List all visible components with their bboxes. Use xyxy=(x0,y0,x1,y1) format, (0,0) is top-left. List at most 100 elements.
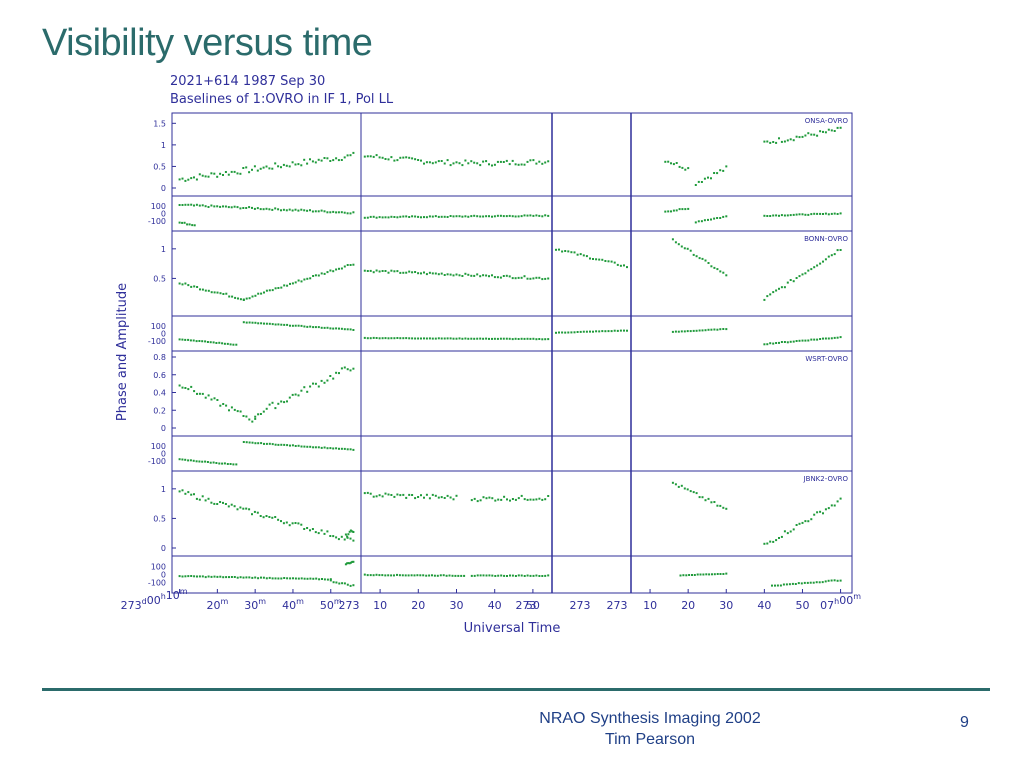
data-point xyxy=(786,341,789,344)
data-point xyxy=(254,321,257,324)
data-point xyxy=(245,321,248,324)
data-point xyxy=(329,578,332,581)
data-point xyxy=(722,328,725,330)
data-point xyxy=(390,269,393,272)
data-point xyxy=(789,138,792,141)
data-point xyxy=(259,167,262,170)
data-point xyxy=(682,574,685,577)
data-point xyxy=(340,211,343,214)
data-point xyxy=(619,329,622,332)
data-point xyxy=(235,463,238,466)
data-point xyxy=(839,579,842,582)
amplitude-tick-label: 0.6 xyxy=(153,371,166,380)
data-point xyxy=(219,501,222,503)
data-point xyxy=(461,275,464,277)
data-point xyxy=(804,339,807,342)
data-point xyxy=(479,275,482,278)
data-point xyxy=(538,160,541,163)
data-point xyxy=(405,271,408,274)
data-point xyxy=(419,574,422,577)
data-point xyxy=(292,577,294,580)
data-point xyxy=(561,250,564,253)
data-point xyxy=(623,264,625,267)
data-point xyxy=(277,577,280,580)
data-point xyxy=(285,209,288,212)
data-point xyxy=(411,215,414,218)
data-point xyxy=(178,575,181,578)
data-point xyxy=(375,154,378,157)
data-point xyxy=(681,208,684,211)
data-point xyxy=(473,161,476,164)
data-point xyxy=(189,339,192,342)
data-point xyxy=(420,216,422,219)
data-point xyxy=(230,576,233,578)
data-point xyxy=(207,575,210,578)
data-point xyxy=(254,294,257,297)
data-point xyxy=(210,501,213,504)
data-point xyxy=(213,575,216,578)
data-point xyxy=(375,216,378,219)
data-point xyxy=(277,443,280,446)
data-point xyxy=(236,576,239,579)
data-point xyxy=(473,274,476,277)
data-point xyxy=(804,134,807,137)
data-point xyxy=(449,273,452,276)
data-point xyxy=(300,208,303,211)
data-point xyxy=(396,493,399,496)
data-point xyxy=(707,176,709,179)
data-point xyxy=(523,214,526,217)
data-point xyxy=(443,162,446,165)
data-point xyxy=(343,447,346,450)
amplitude-tick-label: 0.5 xyxy=(153,162,166,171)
footer-line-author: Tim Pearson xyxy=(604,731,696,748)
data-point xyxy=(343,156,346,159)
data-point xyxy=(231,295,234,298)
data-point xyxy=(541,498,544,501)
data-point xyxy=(294,208,297,211)
data-point xyxy=(381,270,384,272)
data-point xyxy=(836,336,839,339)
data-point xyxy=(485,160,488,163)
data-point xyxy=(346,212,349,215)
data-point xyxy=(253,207,256,210)
data-point xyxy=(297,163,300,166)
data-point xyxy=(780,214,783,217)
data-point xyxy=(207,394,210,397)
data-point xyxy=(719,504,722,507)
data-point xyxy=(195,340,198,343)
data-point xyxy=(312,446,315,449)
data-point xyxy=(396,573,398,576)
data-point xyxy=(178,204,181,206)
data-point xyxy=(193,575,196,578)
data-point xyxy=(434,337,437,340)
data-point xyxy=(268,322,271,325)
data-point xyxy=(804,272,807,275)
data-point xyxy=(236,410,239,413)
data-point xyxy=(544,161,547,164)
data-point xyxy=(239,298,242,301)
data-point xyxy=(671,330,674,333)
data-point xyxy=(473,497,476,500)
data-point xyxy=(822,260,824,263)
data-point xyxy=(248,321,251,324)
data-point xyxy=(595,330,598,333)
data-point xyxy=(445,574,448,577)
x-tick-label-crowded: 273 xyxy=(339,599,360,612)
data-point xyxy=(340,267,343,270)
data-point xyxy=(303,325,306,328)
data-point xyxy=(384,492,387,495)
data-point xyxy=(446,273,449,276)
data-point xyxy=(314,531,317,534)
data-point xyxy=(671,238,674,241)
data-point xyxy=(470,215,473,218)
data-point xyxy=(303,445,306,448)
data-point xyxy=(294,445,297,447)
data-point xyxy=(248,508,251,511)
data-point xyxy=(431,337,434,340)
data-point xyxy=(792,528,795,531)
data-point xyxy=(242,167,245,169)
data-point xyxy=(725,507,728,510)
data-point xyxy=(449,337,452,340)
data-point xyxy=(387,493,390,496)
data-point xyxy=(320,446,323,449)
